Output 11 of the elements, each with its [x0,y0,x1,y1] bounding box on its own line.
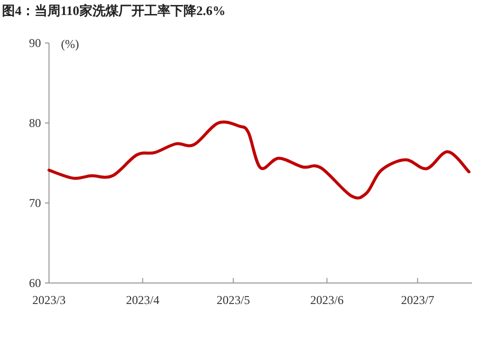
y-tick-label: 90 [29,36,41,50]
chart-title: 图4：当周110家洗煤厂开工率下降2.6% [2,3,226,18]
x-tick-label: 2023/6 [310,293,344,307]
x-tick-label: 2023/4 [126,293,160,307]
y-tick-label: 80 [29,116,41,130]
x-tick-label: 2023/7 [400,293,434,307]
y-tick-label: 60 [29,276,41,290]
x-tick-label: 2023/3 [32,293,66,307]
x-tick-label: 2023/5 [216,293,250,307]
y-tick-label: 70 [29,196,41,210]
y-axis-title: (%) [61,37,79,51]
